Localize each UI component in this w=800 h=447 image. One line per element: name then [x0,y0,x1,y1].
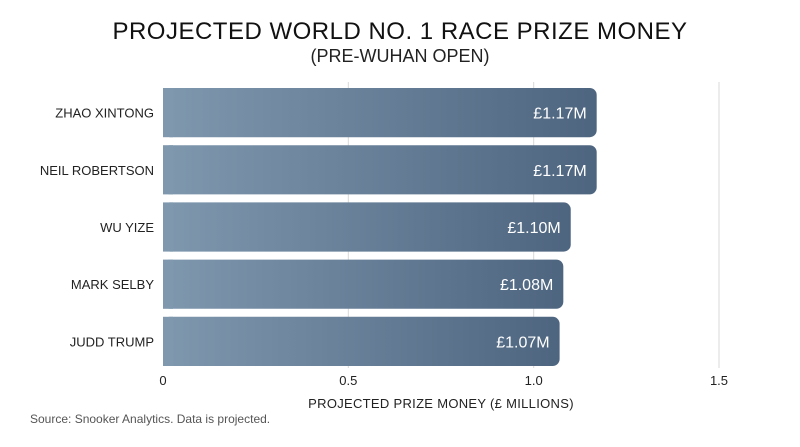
bar-value-label: £1.17M [533,106,586,123]
x-axis-ticks: 0 0.5 1.0 1.5 [159,373,728,388]
bar-left-edge [163,259,173,309]
bar-left-edge [163,202,173,252]
category-label: JUDD TRUMP [70,334,154,349]
x-tick-label: 1.0 [525,373,543,388]
bar [163,202,571,252]
bar [163,145,597,195]
category-label: ZHAO XINTONG [55,106,154,121]
chart-subtitle: (PRE-WUHAN OPEN) [310,46,490,66]
bar-value-label: £1.07M [496,334,549,351]
x-tick-label: 0.5 [339,373,357,388]
source-note: Source: Snooker Analytics. Data is proje… [30,412,271,426]
category-label: WU YIZE [100,220,154,235]
bar-left-edge [163,88,173,138]
category-label: NEIL ROBERTSON [40,163,154,178]
category-label: MARK SELBY [71,277,154,292]
chart-title: PROJECTED WORLD NO. 1 RACE PRIZE MONEY [112,18,688,45]
x-tick-label: 1.5 [710,373,728,388]
bar-left-edge [163,145,173,195]
bar [163,316,560,366]
bar [163,259,564,309]
bar-value-label: £1.10M [507,220,560,237]
bar-left-edge [163,316,173,366]
bar-value-label: £1.08M [500,277,553,294]
bar [163,88,597,138]
bars: £1.17M £1.17M £1.10M £1.08M £1.07M [163,88,597,366]
x-tick-label: 0 [159,373,166,388]
category-labels: ZHAO XINTONG NEIL ROBERTSON WU YIZE MARK SE… [40,106,154,350]
x-axis-title: PROJECTED PRIZE MONEY (£ MILLIONS) [308,396,574,411]
bar-value-label: £1.17M [533,163,586,180]
